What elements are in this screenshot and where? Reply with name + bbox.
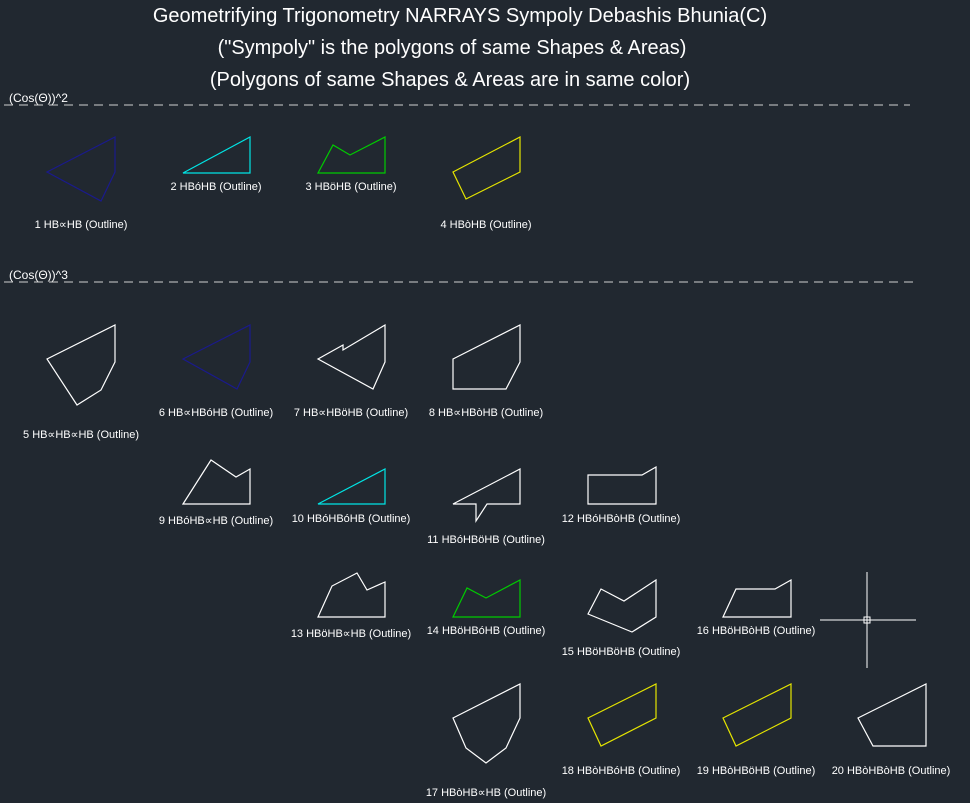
polygon-17 bbox=[452, 683, 521, 764]
polygon-label-12: 12 HBóHBòHB (Outline) bbox=[562, 513, 681, 525]
polygon-label-11: 11 HBóHBöHB (Outline) bbox=[427, 534, 545, 546]
polygon-label-16: 16 HBöHBòHB (Outline) bbox=[697, 625, 816, 637]
polygon-label-2: 2 HBóHB (Outline) bbox=[170, 181, 261, 193]
polygon-1 bbox=[45, 136, 116, 202]
polygon-13 bbox=[317, 572, 386, 618]
polygon-label-5: 5 HB∝HB∝HB (Outline) bbox=[23, 429, 139, 441]
polygon-label-20: 20 HBòHBòHB (Outline) bbox=[832, 765, 951, 777]
polygon-label-19: 19 HBòHBöHB (Outline) bbox=[697, 765, 816, 777]
polygon-label-18: 18 HBòHBóHB (Outline) bbox=[562, 765, 681, 777]
polygon-label-9: 9 HBóHB∝HB (Outline) bbox=[159, 515, 273, 527]
polygon-label-3: 3 HBöHB (Outline) bbox=[305, 181, 396, 193]
polygon-label-1: 1 HB∝HB (Outline) bbox=[35, 219, 128, 231]
polygon-15 bbox=[587, 578, 657, 633]
polygon-18 bbox=[587, 683, 657, 747]
polygon-3 bbox=[316, 136, 386, 174]
polygon-label-17: 17 HBòHB∝HB (Outline) bbox=[426, 787, 546, 799]
polygon-19 bbox=[722, 683, 792, 747]
polygon-label-8: 8 HB∝HBòHB (Outline) bbox=[429, 407, 543, 419]
polygon-4 bbox=[452, 136, 521, 200]
polygon-16 bbox=[722, 578, 792, 618]
polygon-label-6: 6 HB∝HBóHB (Outline) bbox=[159, 407, 273, 419]
title-line-3: (Polygons of same Shapes & Areas are in … bbox=[209, 69, 691, 91]
title-line-2: ("Sympoly" is the polygons of same Shape… bbox=[217, 37, 687, 59]
title-line-1: Geometrifying Trigonometry NARRAYS Sympo… bbox=[152, 5, 768, 27]
polygon-20 bbox=[857, 683, 927, 747]
section-label: (Cos(Θ))^3 bbox=[9, 268, 68, 282]
polygon-label-13: 13 HBöHB∝HB (Outline) bbox=[291, 628, 411, 640]
polygon-14 bbox=[452, 579, 521, 618]
polygon-label-14: 14 HBöHBóHB (Outline) bbox=[427, 625, 546, 637]
polygon-8 bbox=[452, 324, 521, 390]
polygon-9 bbox=[181, 459, 251, 505]
polygon-label-10: 10 HBóHBóHB (Outline) bbox=[292, 513, 411, 525]
polygon-label-15: 15 HBöHBöHB (Outline) bbox=[562, 646, 681, 658]
polygon-6 bbox=[181, 324, 251, 390]
polygon-10 bbox=[317, 468, 386, 505]
polygon-label-7: 7 HB∝HBöHB (Outline) bbox=[294, 407, 408, 419]
polygon-11 bbox=[452, 468, 521, 524]
polygon-12 bbox=[587, 465, 657, 505]
polygon-5 bbox=[46, 324, 116, 406]
polygon-label-4: 4 HBòHB (Outline) bbox=[440, 219, 531, 231]
polygon-2 bbox=[182, 135, 251, 174]
crosshair-cursor-icon bbox=[820, 572, 916, 668]
section-label: (Cos(Θ))^2 bbox=[9, 91, 68, 105]
polygon-7 bbox=[316, 323, 386, 390]
